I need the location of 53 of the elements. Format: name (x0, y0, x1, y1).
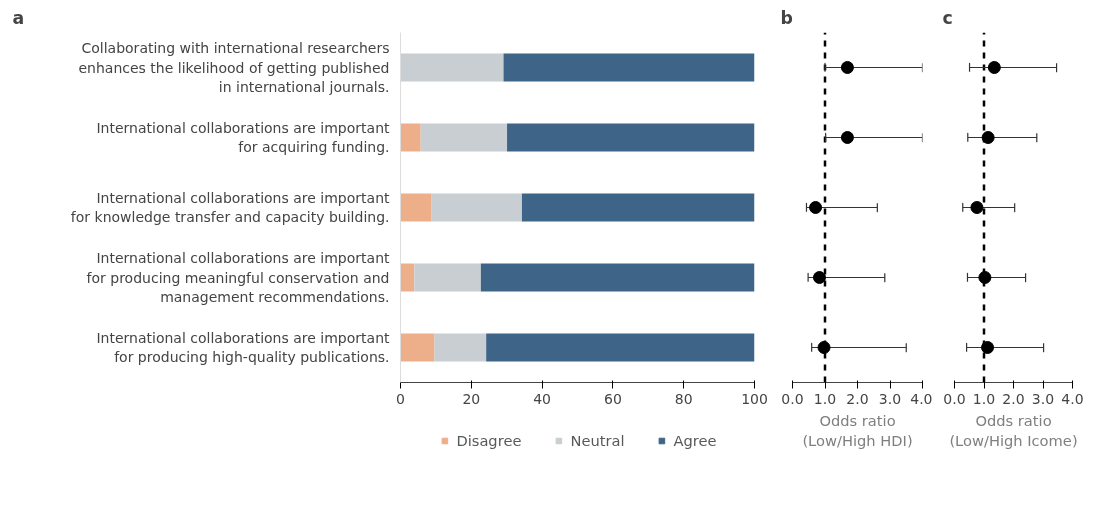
bar (434, 333, 487, 362)
x-tick-label: 2.0 (1002, 390, 1025, 407)
chart-title: c (942, 7, 953, 28)
bar (400, 333, 435, 362)
x-tick-label: 4.0 (1061, 390, 1084, 407)
legend-label: Neutral (570, 431, 625, 449)
x-tick-label: 80 (674, 390, 693, 407)
x-tick-label: 1.0 (972, 390, 996, 407)
x-tick-label: 0.0 (781, 390, 804, 407)
y-tick-label: International collaborations are important for acquiring funding. (96, 119, 391, 156)
legend-label: Disagree (456, 431, 522, 449)
x-tick-label: 100 (741, 390, 768, 407)
x-tick-label: 4.0 (910, 390, 933, 407)
x-tick-label: 0.0 (943, 390, 966, 407)
x-tick-label: 60 (603, 390, 622, 407)
bar (431, 193, 522, 222)
bar (420, 123, 508, 152)
bar (414, 263, 481, 292)
point (812, 271, 826, 284)
bar (400, 263, 415, 292)
bar (400, 193, 432, 222)
bar (507, 123, 755, 152)
y-tick-label: International collaborations are important for producing high-quality publications. (96, 329, 391, 366)
bar (521, 193, 755, 222)
bar (503, 53, 755, 82)
x-tick-label: 2.0 (846, 390, 869, 407)
x-tick-label: 3.0 (1031, 390, 1055, 407)
bar (400, 53, 504, 82)
point (840, 131, 854, 144)
x-axis-title: Odds ratio (Low/High Icome) (949, 411, 1078, 449)
x-tick-label: 0 (396, 390, 405, 407)
chart-title: b (780, 7, 793, 28)
x-axis-title: Odds ratio (Low/High HDI) (802, 411, 913, 449)
y-tick-label: International collaborations are important for producing meaningful conservation and management recommendations. (86, 250, 391, 305)
x-tick-label: 40 (533, 390, 552, 407)
y-tick-label: International collaborations are important for knowledge transfer and capacity building. (70, 189, 391, 226)
point (840, 61, 854, 74)
text: a (12, 7, 25, 28)
point (981, 131, 995, 144)
point (981, 341, 995, 354)
y-tick-label: Collaborating with international researchers enhances the likelihood of getting published in international journals. (78, 40, 390, 95)
point (817, 341, 831, 354)
bar (480, 263, 755, 292)
bar (486, 333, 755, 362)
x-tick-label: 1.0 (813, 390, 837, 407)
point (809, 201, 823, 214)
x-tick-label: 20 (462, 390, 481, 407)
bar (400, 123, 421, 152)
point (978, 271, 992, 284)
x-tick-label: 3.0 (878, 390, 902, 407)
point (970, 201, 984, 214)
point (987, 61, 1001, 74)
legend-label: Agree (673, 431, 717, 449)
